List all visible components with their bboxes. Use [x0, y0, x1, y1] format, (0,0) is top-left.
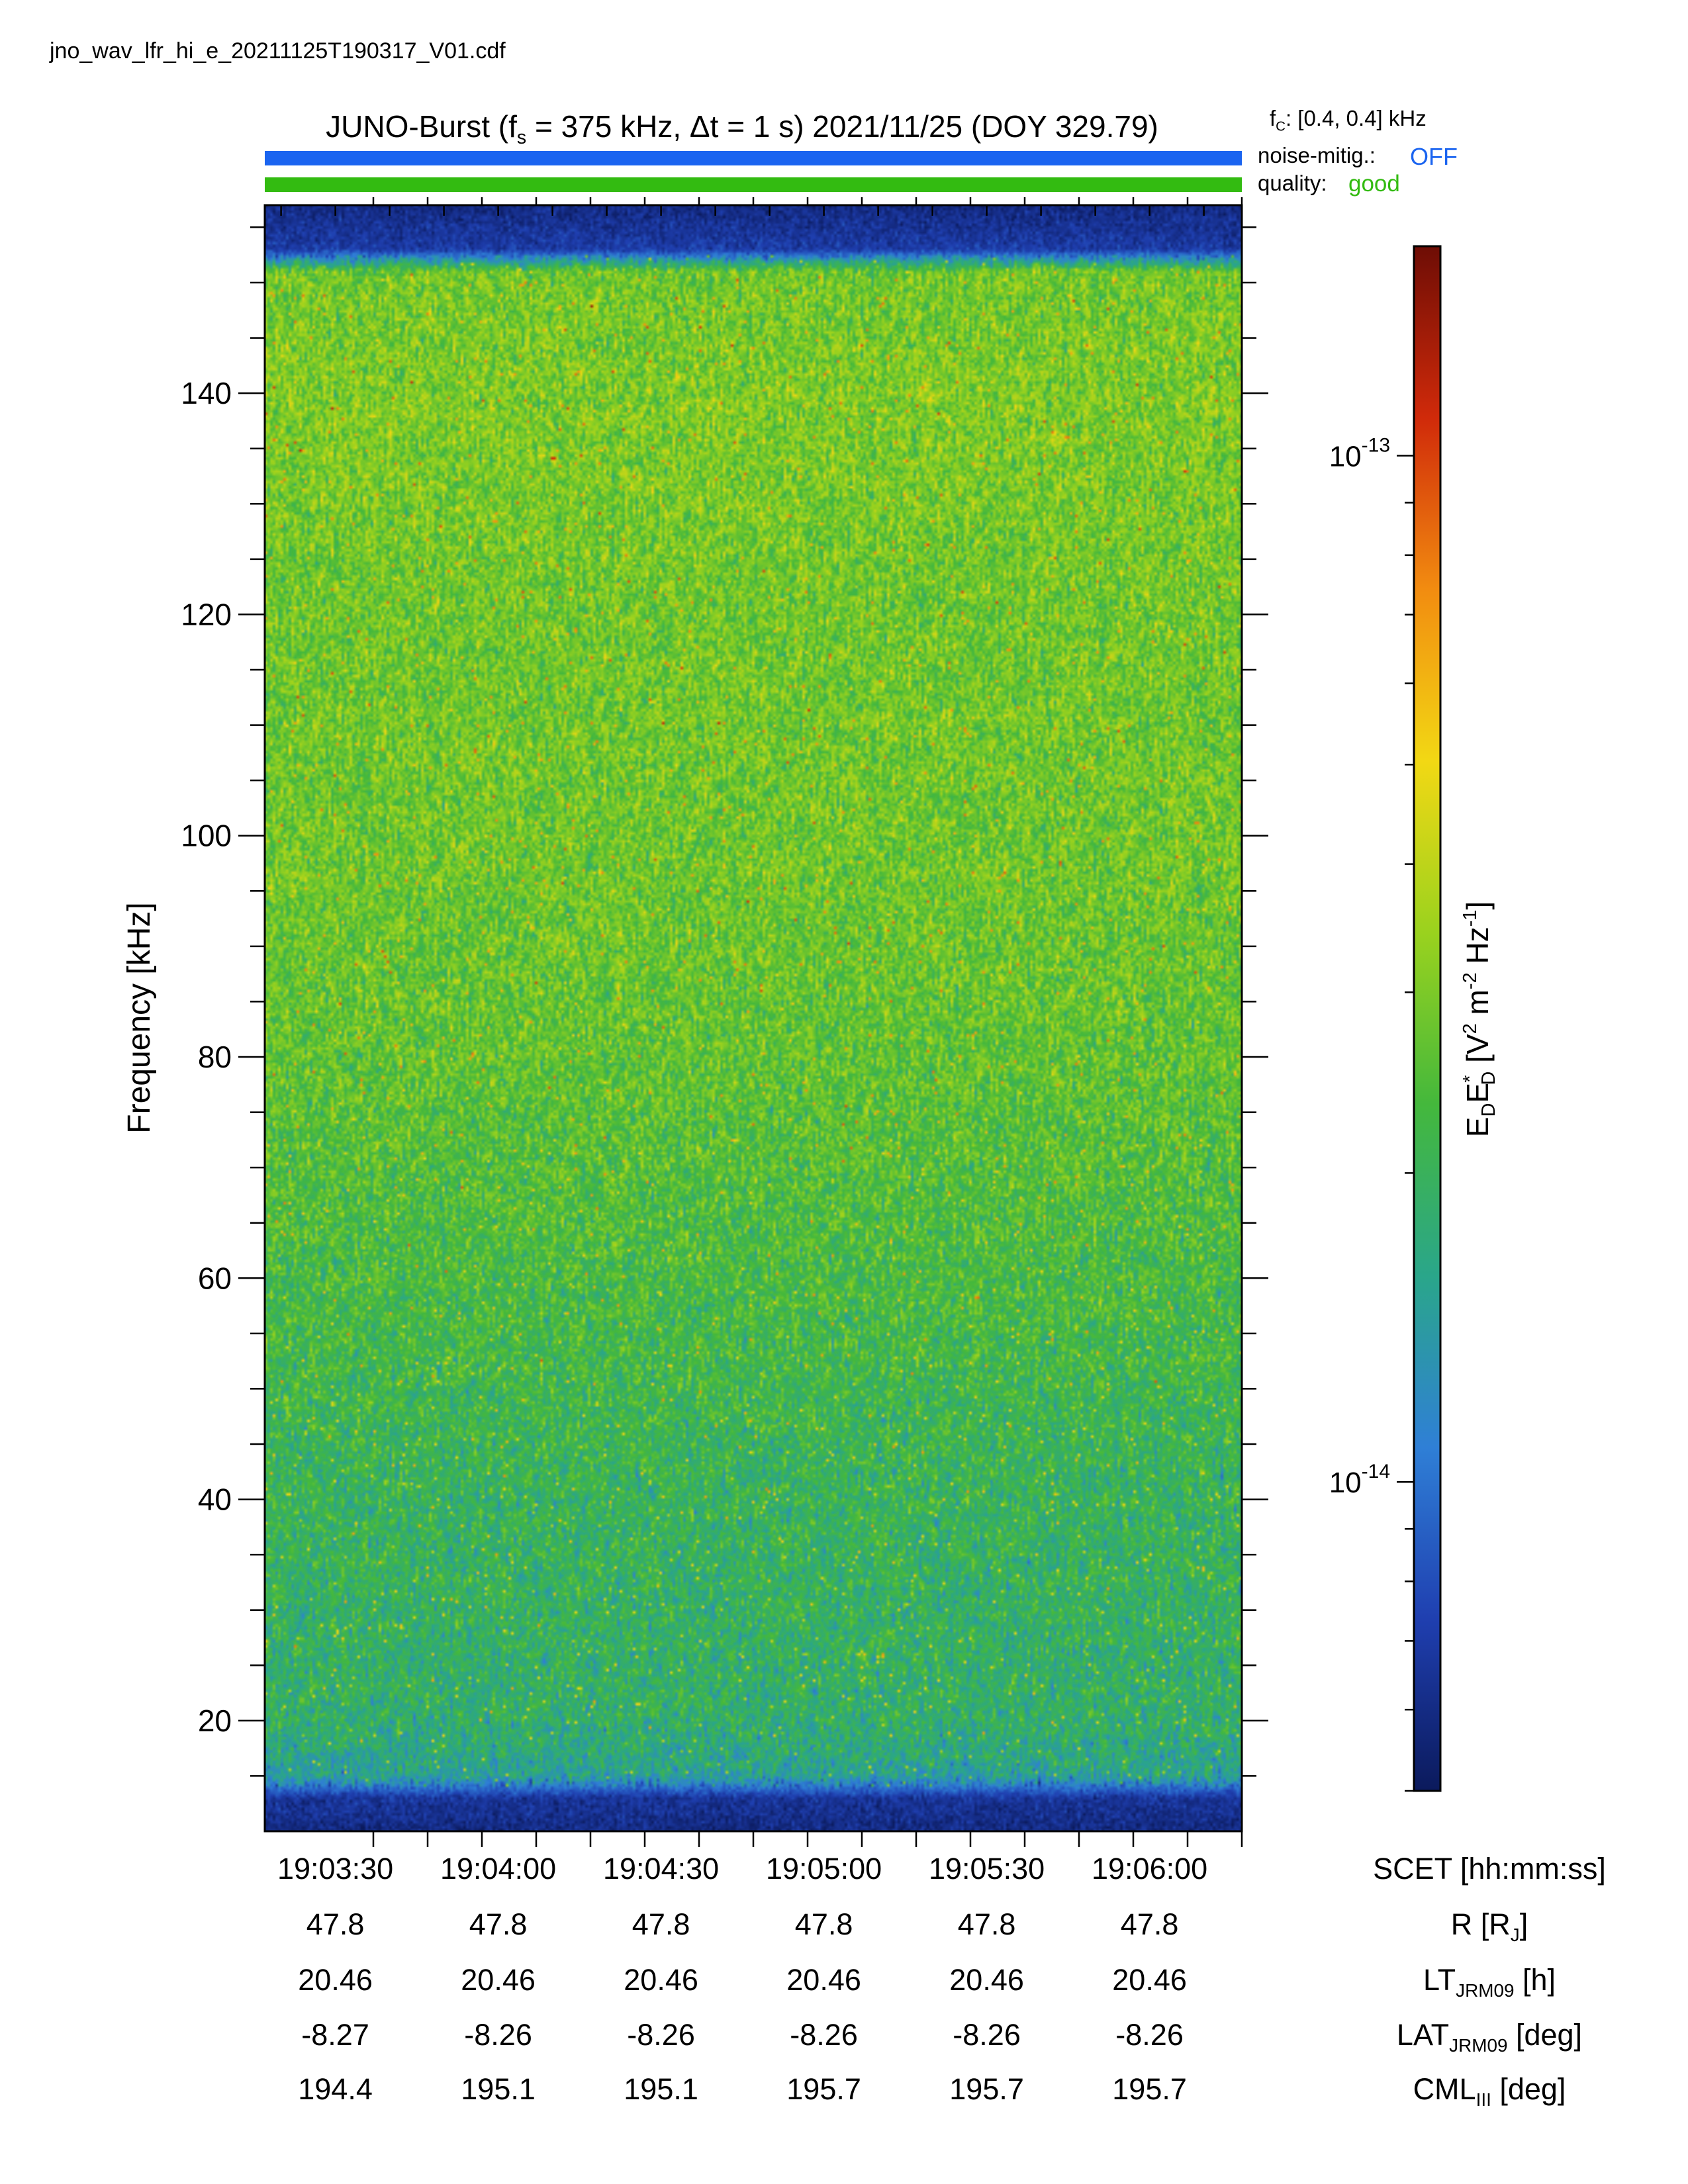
- ephemeris-value: 47.8: [794, 1907, 853, 1941]
- ephemeris-value: 20.46: [786, 1963, 861, 1997]
- noise-mitigation-value: OFF: [1410, 143, 1458, 170]
- ephemeris-value: 195.7: [786, 2072, 861, 2106]
- colorbar: [1413, 245, 1442, 1792]
- x-axis-ticks: [280, 197, 1243, 1847]
- ephemeris-row-label: LTJRM09 [h]: [1423, 1963, 1556, 2001]
- ephemeris-value: 20.46: [949, 1963, 1024, 1997]
- ephemeris-row-label: R [RJ]: [1450, 1907, 1528, 1945]
- ephemeris-row-label: SCET [hh:mm:ss]: [1373, 1852, 1606, 1886]
- colorbar-tick-label: 10-13: [1329, 435, 1390, 473]
- chart-title: JUNO-Burst (fs = 375 kHz, Δt = 1 s) 2021…: [262, 109, 1222, 149]
- quality-value: good: [1348, 171, 1400, 197]
- ephemeris-value: -8.26: [464, 2018, 532, 2052]
- title-prefix: JUNO-Burst (f: [326, 109, 517, 144]
- x-tick-label: 19:04:30: [603, 1852, 720, 1886]
- y-axis-ticks: 20 40 60 80 100 120 140: [181, 226, 1268, 1777]
- ephemeris-value: -8.26: [790, 2018, 858, 2052]
- fc-range: fC: [0.4, 0.4] kHz: [1270, 106, 1427, 135]
- ephemeris-value: 195.7: [949, 2072, 1024, 2106]
- ephemeris-row-label: LATJRM09 [deg]: [1396, 2018, 1583, 2056]
- y-tick-label: 100: [181, 819, 232, 853]
- y-tick-label: 20: [198, 1704, 232, 1738]
- x-tick-label: 19:04:00: [440, 1852, 557, 1886]
- x-tick-label: 19:03:30: [277, 1852, 394, 1886]
- fc-subscript: C: [1276, 118, 1286, 134]
- y-tick-label: 60: [198, 1261, 232, 1295]
- ephemeris-value: 20.46: [624, 1963, 698, 1997]
- colorbar-tick-label: 10-14: [1329, 1461, 1390, 1499]
- ephemeris-value: 20.46: [1112, 1963, 1187, 1997]
- ephemeris-value: 47.8: [957, 1907, 1016, 1941]
- ephemeris-row-label: CMLIII [deg]: [1413, 2072, 1566, 2110]
- ephemeris-value: 20.46: [461, 1963, 536, 1997]
- spectrogram-heatmap: [265, 205, 1242, 1831]
- ephemeris-value: -8.27: [301, 2018, 369, 2052]
- file-name: jno_wav_lfr_hi_e_20211125T190317_V01.cdf: [50, 38, 506, 64]
- ephemeris-value: 47.8: [1120, 1907, 1179, 1941]
- colorbar-label: EDE*D [V2 m-2 Hz-1]: [1460, 901, 1499, 1137]
- noise-mitigation-label: noise-mitig.:: [1258, 143, 1376, 167]
- y-tick-label: 40: [198, 1482, 232, 1517]
- ephemeris-value: -8.26: [953, 2018, 1021, 2052]
- colorbar-ticks: 10-13 10-14: [1329, 435, 1414, 1792]
- ephemeris-value: -8.26: [1115, 2018, 1184, 2052]
- title-suffix: = 375 kHz, Δt = 1 s) 2021/11/25 (DOY 329…: [526, 109, 1158, 144]
- fc-suffix: : [0.4, 0.4] kHz: [1285, 106, 1427, 130]
- ephemeris-value: 195.1: [461, 2072, 536, 2106]
- y-tick-label: 120: [181, 597, 232, 631]
- x-tick-label: 19:05:00: [766, 1852, 882, 1886]
- x-tick-label: 19:06:00: [1092, 1852, 1208, 1886]
- y-axis-label: Frequency [kHz]: [122, 902, 157, 1133]
- quality-bar: [265, 177, 1242, 192]
- title-subscript: s: [516, 127, 527, 149]
- y-tick-label: 140: [181, 376, 232, 410]
- ephemeris-value: 47.8: [632, 1907, 690, 1941]
- y-tick-label: 80: [198, 1040, 232, 1074]
- fc-prefix: f: [1270, 106, 1276, 130]
- ephemeris-value: 195.1: [624, 2072, 698, 2106]
- ephemeris-value: -8.26: [627, 2018, 695, 2052]
- ephemeris-value: 20.46: [298, 1963, 373, 1997]
- noise-mitigation-bar: [265, 151, 1242, 165]
- ephemeris-value: 194.4: [298, 2072, 373, 2106]
- quality-label: quality:: [1258, 171, 1327, 195]
- ephemeris-value: 47.8: [469, 1907, 528, 1941]
- ephemeris-value: 47.8: [306, 1907, 365, 1941]
- ephemeris-value: 195.7: [1112, 2072, 1187, 2106]
- x-tick-label: 19:05:30: [929, 1852, 1045, 1886]
